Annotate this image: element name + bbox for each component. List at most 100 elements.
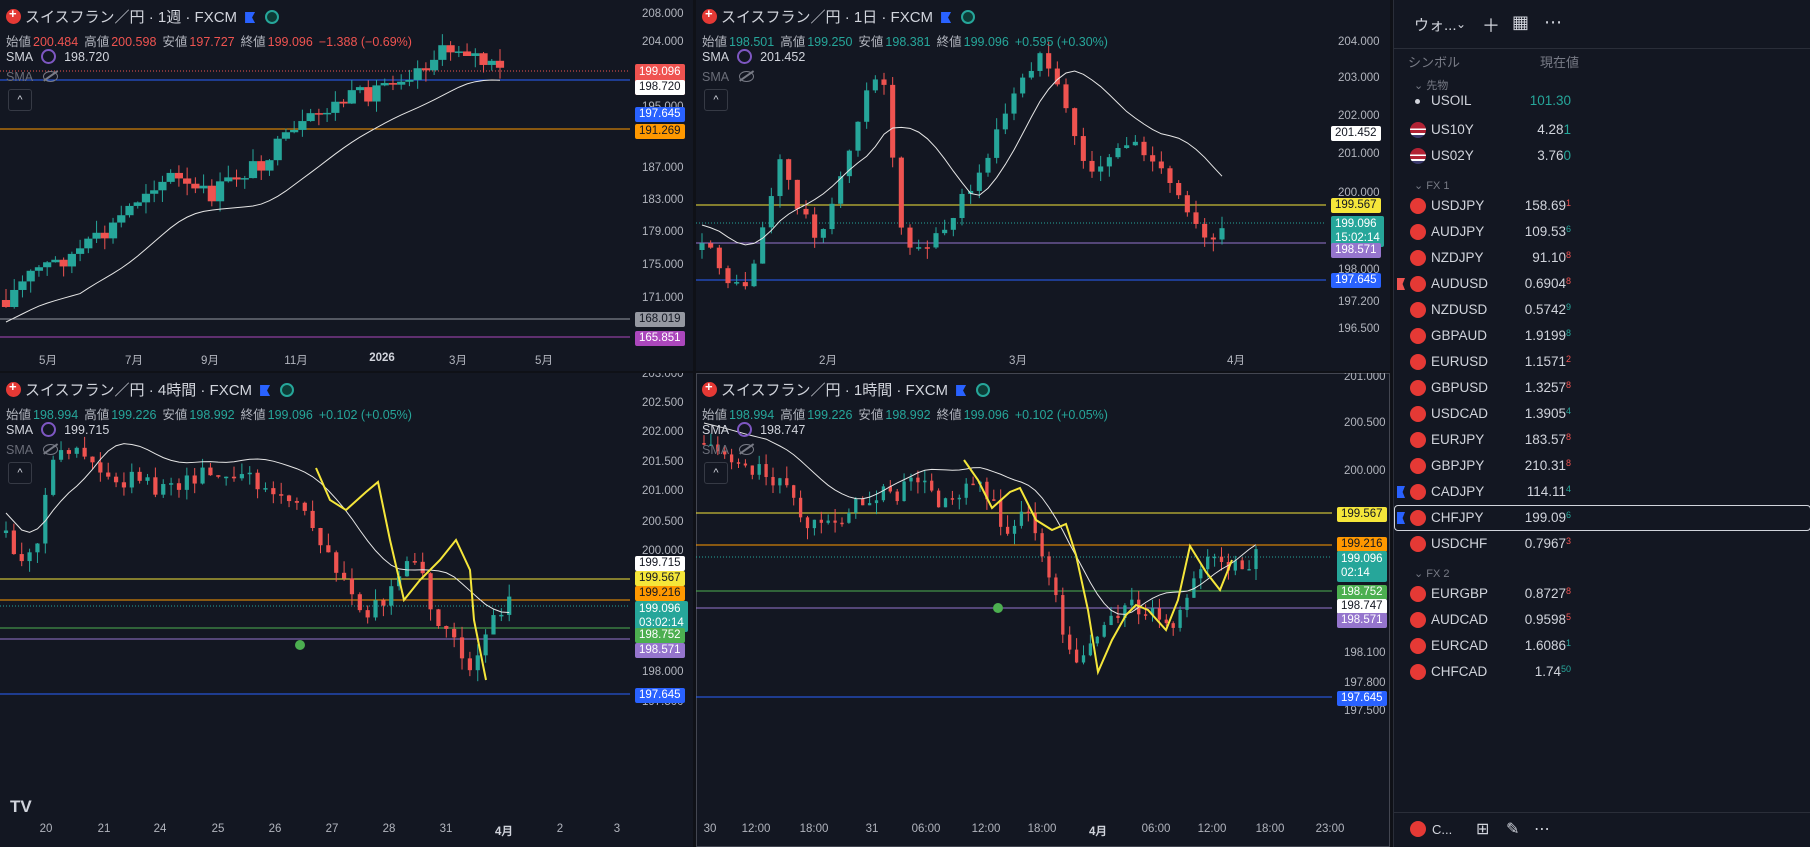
price-label-tag[interactable]: 199.096 02:14 [1337, 551, 1387, 582]
watchlist-row-usoil[interactable]: USOIL 101.30 [1394, 88, 1810, 114]
flag-mark-icon[interactable] [1397, 512, 1405, 524]
watchlist-title[interactable]: ウォ... [1414, 17, 1457, 34]
watchlist-row-chfcad[interactable]: CHFCAD 1.7450 [1394, 659, 1810, 685]
sma-line[interactable] [5, 79, 501, 323]
price-label-tag[interactable]: 199.216 [1337, 537, 1387, 552]
price-label-tag[interactable]: 198.720 [635, 80, 685, 95]
price-label-tag[interactable]: 199.216 [635, 586, 685, 601]
column-price-header[interactable]: 現在値 [1540, 55, 1580, 70]
watchlist-row-eurcad[interactable]: EURCAD 1.60861 [1394, 633, 1810, 659]
market-status-icon[interactable] [961, 10, 976, 24]
price-label-tag[interactable]: 197.645 [635, 688, 685, 703]
hidden-eye-icon[interactable] [43, 71, 59, 82]
watchlist-row-nzdjpy[interactable]: NZDJPY 91.108 [1394, 245, 1810, 271]
watchlist-row-eurusd[interactable]: EURUSD 1.15712 [1394, 349, 1810, 375]
drawn-trend-line[interactable] [315, 467, 487, 681]
watchlist-row-gbpjpy[interactable]: GBPJPY 210.318 [1394, 453, 1810, 479]
symbol-title[interactable]: スイスフラン／円 · 1日 · FXCM [721, 9, 934, 26]
price-label-tag[interactable]: 199.715 [635, 556, 685, 571]
flag-mark-icon[interactable] [1397, 278, 1405, 290]
chevron-down-icon[interactable]: ⌄ [1456, 17, 1467, 31]
chart-canvas[interactable] [0, 0, 693, 371]
collapse-legend-button[interactable]: ^ [8, 462, 32, 484]
watchlist-section-header[interactable]: ⌄ FX 1 [1414, 180, 1450, 192]
flag-mark-icon[interactable] [956, 385, 967, 396]
indicator-legend-sma[interactable]: SMA [702, 443, 755, 457]
watchlist-row-eurjpy[interactable]: EURJPY 183.578 [1394, 427, 1810, 453]
collapse-legend-button[interactable]: ^ [8, 89, 32, 111]
market-status-icon[interactable] [976, 383, 991, 397]
chart-canvas[interactable] [696, 0, 1390, 371]
symbol-details-label[interactable]: C... [1432, 822, 1453, 837]
chart-canvas[interactable] [0, 373, 693, 847]
sma-line[interactable] [703, 422, 1257, 615]
watchlist-row-gbpaud[interactable]: GBPAUD 1.91998 [1394, 323, 1810, 349]
price-label-tag[interactable]: 165.851 [635, 331, 685, 346]
indicator-legend-sma[interactable]: SMA [6, 443, 59, 457]
symbol-header[interactable]: スイスフラン／円 · 4時間 · FXCM [6, 379, 295, 400]
hidden-eye-icon[interactable] [43, 444, 59, 455]
more-icon[interactable]: ⋯ [1544, 12, 1562, 32]
column-symbol-header[interactable]: シンボル [1408, 55, 1461, 70]
chart-canvas[interactable] [696, 373, 1390, 847]
watchlist-row-gbpusd[interactable]: GBPUSD 1.32578 [1394, 375, 1810, 401]
price-label-tag[interactable]: 201.452 [1331, 126, 1381, 141]
watchlist-row-usdjpy[interactable]: USDJPY 158.691 [1394, 193, 1810, 219]
flag-mark-icon[interactable] [245, 12, 256, 23]
event-marker-icon[interactable] [993, 603, 1003, 613]
indicator-legend-sma[interactable]: SMA 198.747 [702, 422, 805, 437]
price-label-tag[interactable]: 199.567 [1331, 198, 1381, 213]
price-label-tag[interactable]: 168.019 [635, 312, 685, 327]
price-label-tag[interactable]: 199.096 03:02:14 [635, 601, 688, 632]
indicator-legend-sma[interactable]: SMA 198.720 [6, 49, 109, 64]
collapse-legend-button[interactable]: ^ [704, 89, 728, 111]
symbol-title[interactable]: スイスフラン／円 · 1週 · FXCM [25, 9, 238, 26]
price-label-tag[interactable]: 198.752 [1337, 585, 1387, 600]
collapse-legend-button[interactable]: ^ [704, 462, 728, 484]
indicator-legend-sma[interactable]: SMA 199.715 [6, 422, 109, 437]
symbol-title[interactable]: スイスフラン／円 · 1時間 · FXCM [721, 382, 949, 399]
sma-line[interactable] [5, 443, 510, 613]
price-label-tag[interactable]: 199.567 [635, 571, 685, 586]
price-label-tag[interactable]: 191.269 [635, 124, 685, 139]
add-symbol-icon[interactable]: ＋ [1482, 16, 1500, 36]
watchlist-row-us10y[interactable]: US10Y 4.281 [1394, 117, 1810, 143]
watchlist-row-usdcad[interactable]: USDCAD 1.39054 [1394, 401, 1810, 427]
flag-mark-icon[interactable] [941, 12, 952, 23]
advanced-view-icon[interactable]: ▦ [1512, 12, 1530, 32]
market-status-icon[interactable] [280, 383, 295, 397]
market-status-icon[interactable] [265, 10, 280, 24]
watchlist-row-audjpy[interactable]: AUDJPY 109.536 [1394, 219, 1810, 245]
indicator-legend-sma[interactable]: SMA 201.452 [702, 49, 805, 64]
price-label-tag[interactable]: 198.571 [1337, 613, 1387, 628]
price-label-tag[interactable]: 197.645 [635, 107, 685, 122]
sma-line[interactable] [701, 70, 1223, 246]
hidden-eye-icon[interactable] [739, 444, 755, 455]
symbol-header[interactable]: スイスフラン／円 · 1時間 · FXCM [702, 379, 991, 400]
price-label-tag[interactable]: 197.645 [1337, 691, 1387, 706]
watchlist-row-audusd[interactable]: AUDUSD 0.69048 [1394, 271, 1810, 297]
event-marker-icon[interactable] [295, 640, 305, 650]
refresh-icon[interactable] [737, 422, 753, 437]
watchlist-row-eurgbp[interactable]: EURGBP 0.87278 [1394, 581, 1810, 607]
watchlist-section-header[interactable]: ⌄ FX 2 [1414, 568, 1450, 580]
price-label-tag[interactable]: 197.645 [1331, 273, 1381, 288]
indicator-legend-sma[interactable]: SMA [6, 70, 59, 84]
refresh-icon[interactable] [41, 49, 57, 64]
price-label-tag[interactable]: 199.567 [1337, 507, 1387, 522]
hidden-eye-icon[interactable] [739, 71, 755, 82]
refresh-icon[interactable] [41, 422, 57, 437]
drawn-trend-line[interactable] [963, 459, 1233, 676]
indicator-legend-sma[interactable]: SMA [702, 70, 755, 84]
edit-icon[interactable]: ✎ [1506, 821, 1520, 838]
flag-mark-icon[interactable] [1397, 486, 1405, 498]
price-label-tag[interactable]: 198.752 [635, 628, 685, 643]
symbol-title[interactable]: スイスフラン／円 · 4時間 · FXCM [25, 382, 253, 399]
watchlist-section-header[interactable]: ⌄ 先物 [1414, 80, 1449, 92]
price-label-tag[interactable]: 198.571 [635, 643, 685, 658]
watchlist-row-cadjpy[interactable]: CADJPY 114.114 [1394, 479, 1810, 505]
more-icon[interactable]: ⋯ [1534, 821, 1550, 838]
